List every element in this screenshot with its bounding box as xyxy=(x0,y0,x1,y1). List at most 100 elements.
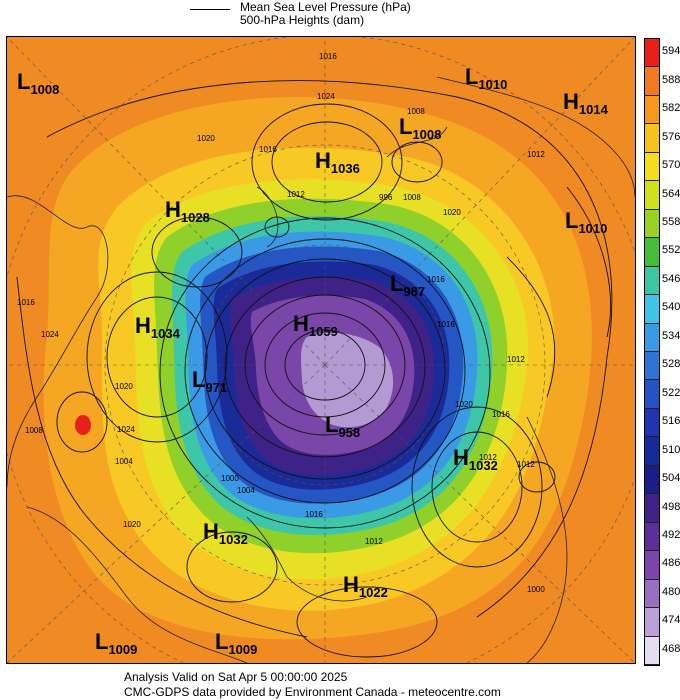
colorbar-cell xyxy=(645,465,659,495)
colorbar-cell xyxy=(645,238,659,267)
pressure-center-value: 1008 xyxy=(30,82,59,97)
pressure-center-value: 1010 xyxy=(478,77,507,92)
colorbar-label: 522 xyxy=(662,386,680,399)
isobar-label: 1000 xyxy=(221,474,239,483)
coastlines xyxy=(7,76,635,663)
pressure-center-value: 1032 xyxy=(469,458,498,473)
pressure-center-value: 1022 xyxy=(359,585,388,600)
isobar-label: 1016 xyxy=(319,52,337,61)
colorbar-label: 480 xyxy=(662,585,680,598)
colorbar-cell xyxy=(645,152,659,182)
colorbar-cell xyxy=(645,494,659,523)
colorbar-cell xyxy=(645,266,659,296)
colorbar-cell xyxy=(645,437,659,466)
colorbar-label: 510 xyxy=(662,443,680,456)
isobar-label: 1012 xyxy=(365,537,383,546)
colorbar-label: 492 xyxy=(662,528,680,541)
pressure-center-value: 958 xyxy=(338,425,360,440)
legend-title-pressure: Mean Sea Level Pressure (hPa) xyxy=(240,0,411,14)
colorbar-label: 546 xyxy=(662,272,680,285)
isobar-label: 1012 xyxy=(507,355,525,364)
isobar-label: 1016 xyxy=(17,298,35,307)
colorbar-label: 540 xyxy=(662,301,680,314)
colorbar-label: 516 xyxy=(662,415,680,428)
isobar-label: 1004 xyxy=(115,457,133,466)
isobar-label: 1008 xyxy=(25,426,43,435)
colorbar-label: 564 xyxy=(662,187,680,200)
isobar-labels: 1016 1024 1020 1008 1012 1020 1016 1012 1016 1024… xyxy=(17,52,545,594)
colorbar xyxy=(644,38,660,666)
pressure-center-value: 1009 xyxy=(108,642,137,657)
isobar-label: 1020 xyxy=(123,520,141,529)
warm-spot xyxy=(75,415,91,435)
colorbar-label: 468 xyxy=(662,642,680,655)
colorbar-cell xyxy=(645,352,659,381)
pressure-center-value: 1059 xyxy=(309,324,338,339)
colorbar-label: 588 xyxy=(662,73,680,86)
colorbar-label: 504 xyxy=(662,472,680,485)
isobar-label: 1004 xyxy=(237,486,255,495)
isobar-label: 1000 xyxy=(527,585,545,594)
colorbar-label: 534 xyxy=(662,329,680,342)
colorbar-cell xyxy=(645,39,659,68)
legend-title-heights: 500-hPa Heights (dam) xyxy=(240,13,365,27)
pressure-center-value: 1034 xyxy=(151,326,181,341)
isobar-label: 1020 xyxy=(443,208,461,217)
isobars xyxy=(16,80,613,658)
colorbar-label: 594 xyxy=(662,45,680,58)
colorbar-label: 570 xyxy=(662,159,680,172)
colorbar-cell xyxy=(645,124,659,153)
isobar-label: 1012 xyxy=(287,190,305,199)
colorbar-label: 576 xyxy=(662,130,680,143)
legend-line-sample xyxy=(190,9,230,10)
colorbar-cell xyxy=(645,323,659,352)
pressure-center-value: 1009 xyxy=(228,642,257,657)
isobar-label: 1012 xyxy=(479,453,497,462)
pressure-center-value: 1008 xyxy=(412,127,441,142)
isobar-label: 1016 xyxy=(427,275,445,284)
pressure-center-value: 1028 xyxy=(181,210,210,225)
colorbar-label: 486 xyxy=(662,557,680,570)
colorbar-cell xyxy=(645,522,659,552)
isobar-label: 1016 xyxy=(305,510,323,519)
colorbar-label: 498 xyxy=(662,500,680,513)
colorbar-cell xyxy=(645,579,659,609)
pressure-center-value: 1010 xyxy=(578,221,607,236)
colorbar-cell xyxy=(645,551,659,580)
colorbar-cell xyxy=(645,636,659,665)
isobar-label: 1012 xyxy=(527,150,545,159)
data-credit: CMC-GDPS data provided by Environment Ca… xyxy=(124,685,501,699)
colorbar-label: 474 xyxy=(662,614,680,627)
colorbar-cell xyxy=(645,67,659,96)
pressure-center-value: 971 xyxy=(205,380,227,395)
isobar-label: 1008 xyxy=(407,107,425,116)
colorbar-cell xyxy=(645,95,659,125)
pressure-center-value: 987 xyxy=(403,284,425,299)
colorbar-cell xyxy=(645,380,659,409)
isobar-label: 1008 xyxy=(403,193,421,202)
colorbar-cell xyxy=(645,608,659,637)
isobar-label: 1016 xyxy=(492,410,510,419)
isobar-label: 1020 xyxy=(115,382,133,391)
analysis-valid-time: Analysis Valid on Sat Apr 5 00:00:00 202… xyxy=(124,670,348,684)
isobar-label: 1016 xyxy=(437,320,455,329)
pressure-center-value: 1032 xyxy=(219,532,248,547)
colorbar-cell xyxy=(645,181,659,210)
colorbar-label: 528 xyxy=(662,358,680,371)
colorbar-cell xyxy=(645,408,659,438)
isobar-label: 1020 xyxy=(455,400,473,409)
isobar-label: 1016 xyxy=(259,145,277,154)
colorbar-label: 558 xyxy=(662,215,680,228)
colorbar-label: 582 xyxy=(662,102,680,115)
isobar-label: 1020 xyxy=(197,134,215,143)
pressure-center-value: 1036 xyxy=(331,161,360,176)
map-panel: L1008 L1010 H1014 L1008 H1036 H1028 L1010 L987 H… xyxy=(6,36,636,664)
isobar-label: 1012 xyxy=(517,460,535,469)
isobar-label: 1024 xyxy=(317,92,335,101)
isobar-label: 996 xyxy=(379,193,393,202)
isobar-label: 1024 xyxy=(41,330,59,339)
height-band-474 xyxy=(301,332,394,428)
isobar-label: 1024 xyxy=(117,425,135,434)
colorbar-label: 552 xyxy=(662,244,680,257)
